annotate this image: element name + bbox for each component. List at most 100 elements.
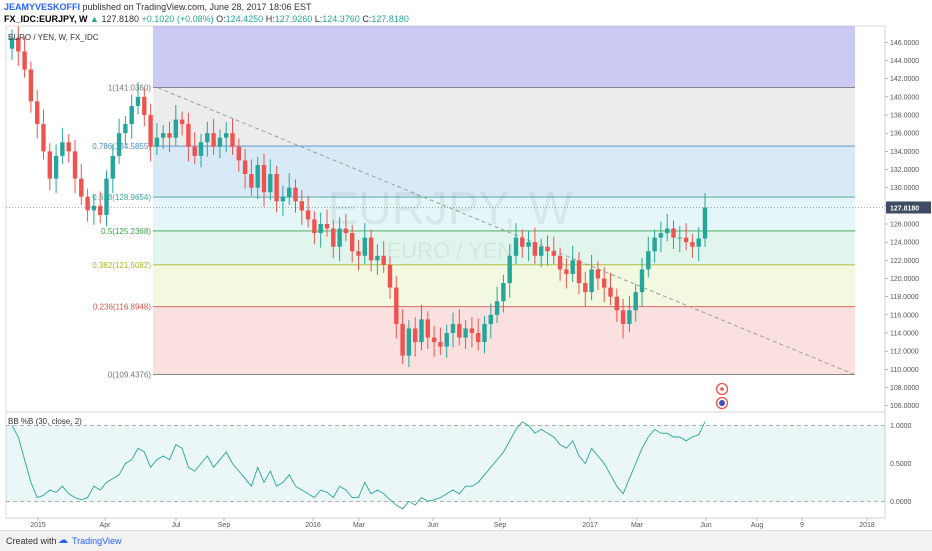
- candle-body: [368, 237, 374, 261]
- fib-zone: [153, 197, 855, 231]
- alert-marker[interactable]: [715, 382, 729, 410]
- published-line: JEAMYVESKOFFI published on TradingView.c…: [4, 2, 312, 12]
- candle-body: [633, 292, 638, 311]
- candle-body: [394, 287, 399, 324]
- price-tick-label: 110.0000: [890, 367, 919, 374]
- candle-body: [450, 323, 456, 333]
- settings-circle-icon: [715, 396, 729, 410]
- candle-body: [280, 196, 286, 202]
- up-arrow-icon: ▲: [90, 14, 99, 24]
- fib-level-label: 1(141.0360): [108, 83, 151, 92]
- candle-body: [469, 328, 475, 333]
- candle-body: [431, 337, 437, 343]
- time-tick-label: Aug: [751, 522, 764, 529]
- created-with-text: Created with: [6, 536, 57, 546]
- candle-body: [261, 164, 267, 193]
- candle-body: [324, 223, 330, 229]
- time-tick-label: Sep: [218, 522, 231, 529]
- candle-body: [154, 137, 160, 147]
- author-link[interactable]: JEAMYVESKOFFI: [4, 2, 81, 12]
- candle-body: [551, 251, 556, 256]
- time-tick-label: Jun: [700, 522, 711, 529]
- candle-body: [211, 133, 216, 147]
- candle-body: [161, 133, 166, 138]
- candle-body: [690, 242, 695, 247]
- candle-body: [494, 301, 500, 315]
- candle-body: [595, 269, 601, 279]
- footer-bar: Created with ☁ TradingView: [0, 530, 932, 551]
- time-tick-label: Sep: [494, 522, 507, 529]
- candle-body: [116, 133, 122, 156]
- oscillator-tick-label: 1.0000: [890, 423, 912, 430]
- h-label: H:: [265, 14, 275, 24]
- candle-body: [305, 210, 311, 220]
- candle-body: [589, 269, 594, 293]
- candle-body: [526, 242, 531, 247]
- candle-body: [98, 205, 103, 215]
- candle-body: [41, 124, 46, 152]
- candle-body: [532, 242, 538, 256]
- price-tick-label: 124.0000: [890, 240, 919, 247]
- change-value: +0.1020 (+0.08%): [141, 14, 214, 24]
- candle-body: [198, 142, 204, 156]
- tradingview-brand[interactable]: TradingView: [72, 536, 122, 546]
- candle-body: [293, 187, 298, 202]
- candle-body: [576, 260, 582, 284]
- ohlc-line: FX_IDC:EURJPY, W ▲ 127.8180 +0.1020 (+0.…: [4, 14, 409, 24]
- candle-body: [444, 332, 449, 347]
- candle-body: [488, 314, 493, 324]
- candle-body: [476, 332, 481, 343]
- candle-body: [438, 342, 443, 347]
- candle-body: [22, 51, 27, 70]
- candle-body: [205, 133, 210, 143]
- price-tick-label: 144.0000: [890, 58, 919, 65]
- candle-body: [53, 155, 59, 179]
- candle-body: [557, 255, 563, 270]
- time-tick-label: 2015: [30, 522, 46, 529]
- candle-body: [608, 287, 613, 297]
- l-label: L:: [314, 14, 323, 24]
- time-tick-label: 2017: [582, 522, 598, 529]
- candle-body: [299, 201, 304, 211]
- fib-level-label: 0.236(116.8948): [93, 303, 151, 312]
- candle-body: [457, 323, 462, 338]
- candle-body: [85, 196, 90, 211]
- candle-body: [167, 133, 172, 138]
- candle-body: [173, 119, 178, 138]
- h-value: 127.9260: [274, 14, 313, 24]
- fib-level-label: 0.5(125.2368): [101, 227, 151, 236]
- candle-body: [79, 178, 84, 197]
- time-tick-label: 9: [800, 522, 804, 529]
- price-tick-label: 112.0000: [890, 349, 919, 356]
- time-tick-label: 2016: [305, 522, 321, 529]
- chart-area[interactable]: 1(141.0360) 0.786(134.5855) 0.618(128.9654…: [0, 0, 932, 530]
- candle-body: [312, 219, 317, 234]
- fib-zone: [153, 87, 855, 147]
- candle-body: [507, 255, 512, 284]
- fib-zone: [153, 230, 855, 265]
- candle-body: [652, 237, 657, 252]
- candle-body: [696, 238, 701, 247]
- candle-body: [564, 269, 569, 274]
- tradingview-logo-icon: ☁: [58, 535, 68, 546]
- candle-body: [148, 115, 153, 147]
- candle-body: [614, 296, 619, 311]
- candle-body: [658, 233, 664, 238]
- price-tick-label: 122.0000: [890, 258, 919, 265]
- price-tick-label: 132.0000: [890, 167, 919, 174]
- symbol-label: FX_IDC:EURJPY, W: [4, 14, 88, 24]
- price-tick-label: 116.0000: [890, 312, 919, 319]
- candle-body: [375, 255, 380, 261]
- candle-body: [142, 96, 147, 116]
- candle-body: [217, 137, 223, 147]
- price-tick-label: 140.0000: [890, 94, 919, 101]
- candle-body: [135, 96, 141, 106]
- candle-body: [230, 133, 235, 147]
- candle-body: [104, 178, 109, 215]
- candle-body: [318, 223, 323, 234]
- fib-level-label: 0.786(134.5855): [92, 142, 151, 151]
- candle-body: [255, 164, 260, 188]
- candle-body: [400, 323, 405, 356]
- price-tick-label: 130.0000: [890, 185, 919, 192]
- price-tick-label: 134.0000: [890, 149, 919, 156]
